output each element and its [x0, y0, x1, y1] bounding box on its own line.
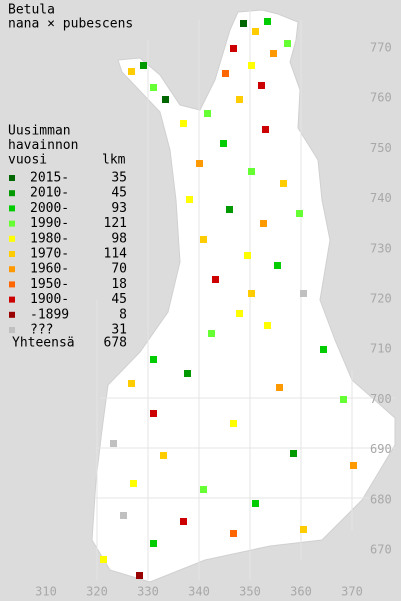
title: Betula [8, 3, 55, 18]
legend-label: 1950- [30, 277, 69, 292]
legend-heading: Uusimman [8, 124, 71, 139]
total-label: Yhteensä [12, 336, 75, 351]
y-grid-label: 700 [370, 392, 392, 406]
legend-count: 121 [104, 216, 127, 231]
legend-swatch [9, 205, 15, 212]
legend-swatch [9, 251, 15, 257]
legend-swatch [9, 235, 15, 242]
y-grid-label: 760 [370, 91, 392, 105]
legend-count: 45 [111, 186, 127, 201]
legend-heading: havainnon [8, 138, 78, 153]
legend-swatch [9, 266, 15, 273]
grid-lines [95, 10, 395, 580]
legend-label: 2015- [30, 171, 69, 186]
subtitle: nana × pubescens [8, 17, 133, 32]
legend-count: 35 [111, 171, 127, 186]
x-grid-label: 370 [341, 585, 363, 599]
legend-count: 31 [111, 323, 127, 338]
y-grid-label: 740 [370, 191, 392, 205]
legend-count: 93 [111, 201, 127, 216]
y-grid-label: 690 [370, 442, 392, 456]
legend-swatch [9, 281, 15, 288]
legend-count: 18 [111, 277, 127, 292]
legend-label: 1980- [30, 231, 69, 246]
legend-swatch [9, 220, 15, 227]
y-grid-label: 720 [370, 292, 392, 306]
legend-swatch [9, 311, 15, 318]
y-grid-label: 730 [370, 241, 392, 255]
y-grid-label: 770 [370, 41, 392, 55]
y-grid-label: 680 [370, 492, 392, 506]
y-grid-label: 670 [370, 543, 392, 557]
legend-label: 1960- [30, 262, 69, 277]
x-grid-label: 310 [35, 585, 57, 599]
legend-count: 114 [104, 247, 128, 262]
x-grid-label: 350 [239, 585, 261, 599]
legend-count-heading: lkm [102, 153, 126, 168]
x-grid-label: 360 [290, 585, 312, 599]
legend-count: 8 [119, 307, 127, 322]
legend-swatch [9, 296, 15, 303]
legend-swatch [9, 327, 15, 333]
legend-label: 2010- [30, 186, 69, 201]
legend-swatch [9, 175, 15, 181]
legend-label: 1900- [30, 292, 69, 307]
legend-label: 2000- [30, 201, 69, 216]
legend-count: 98 [111, 231, 127, 246]
x-grid-label: 320 [86, 585, 108, 599]
total-count: 678 [104, 336, 127, 351]
legend-label: ??? [30, 323, 53, 338]
legend-label: -1899 [30, 307, 69, 322]
x-grid-label: 330 [137, 585, 159, 599]
legend-label: 1970- [30, 247, 69, 262]
legend-label: 1990- [30, 216, 69, 231]
legend-count: 70 [111, 262, 127, 277]
x-grid-label: 340 [188, 585, 210, 599]
legend-heading: vuosi [8, 153, 47, 168]
observation-squares [100, 18, 357, 579]
y-grid-label: 750 [370, 141, 392, 155]
y-grid-label: 710 [370, 342, 392, 356]
legend-swatch [9, 190, 15, 197]
legend-count: 45 [111, 292, 127, 307]
